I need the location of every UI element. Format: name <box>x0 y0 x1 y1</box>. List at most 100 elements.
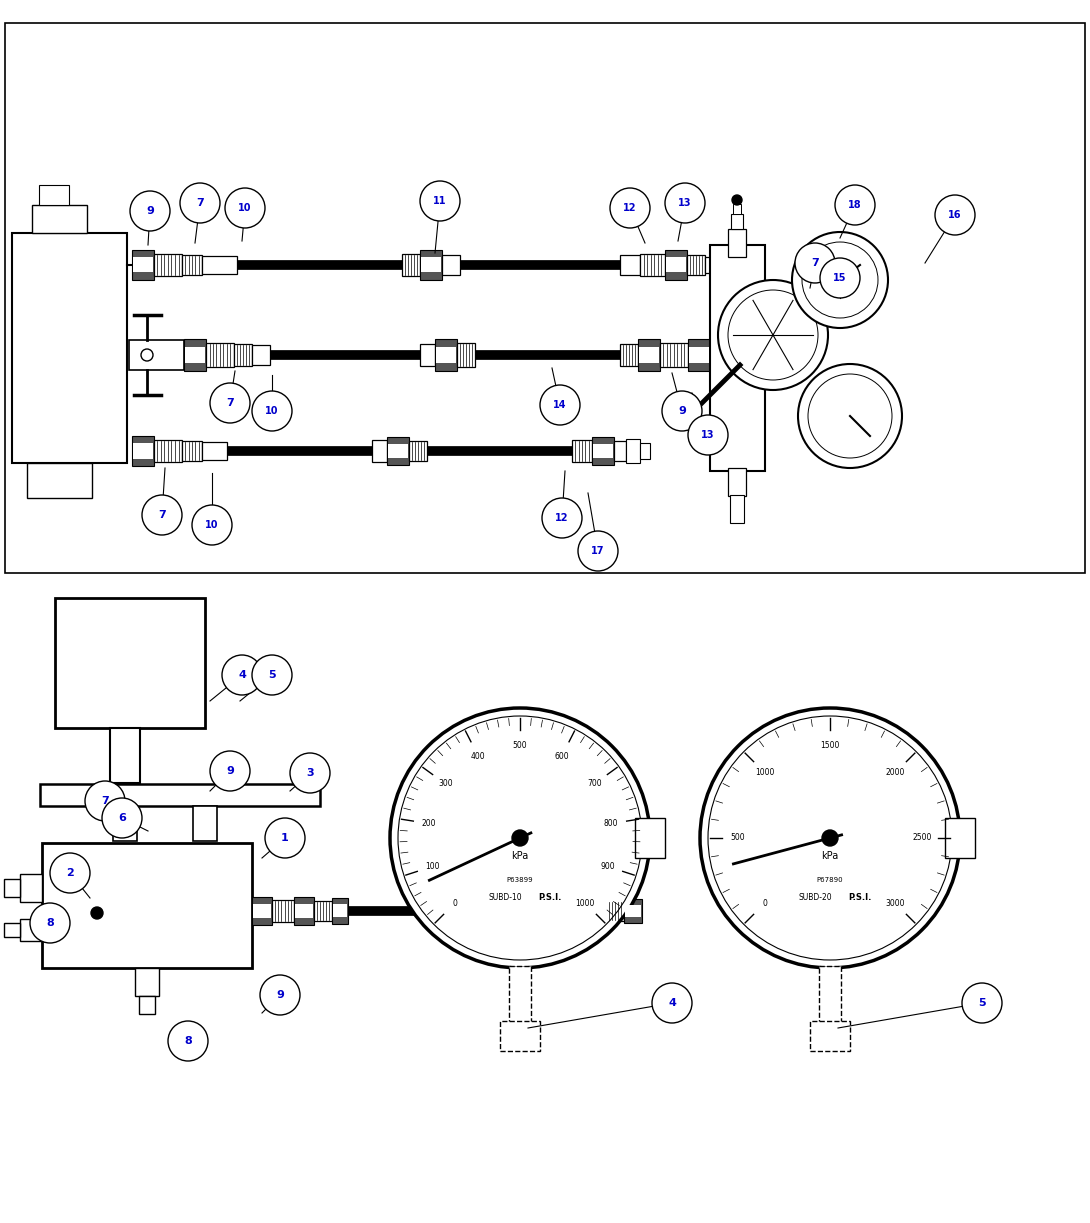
Bar <box>202 442 227 460</box>
Text: 1000: 1000 <box>576 899 595 907</box>
Bar <box>54 598 205 728</box>
Text: kPa: kPa <box>822 851 838 861</box>
Text: 7: 7 <box>811 258 819 268</box>
Bar <box>32 205 87 234</box>
Circle shape <box>420 181 460 221</box>
Bar <box>810 1021 850 1051</box>
Circle shape <box>962 983 1002 1022</box>
Text: 7: 7 <box>226 397 234 408</box>
Bar <box>39 185 69 205</box>
Text: 200: 200 <box>422 819 436 828</box>
Bar <box>4 879 20 898</box>
Bar <box>420 249 443 280</box>
Circle shape <box>610 188 650 227</box>
Bar <box>252 345 270 364</box>
Circle shape <box>225 188 265 227</box>
Bar <box>409 442 427 461</box>
Text: 100: 100 <box>425 862 439 871</box>
Bar <box>500 1021 540 1051</box>
Bar <box>593 444 613 457</box>
Bar <box>638 339 661 371</box>
Bar <box>192 857 218 868</box>
Circle shape <box>718 280 828 390</box>
Bar <box>334 904 347 917</box>
Bar <box>387 437 409 465</box>
Bar <box>665 249 687 280</box>
Circle shape <box>290 753 330 793</box>
Text: 13: 13 <box>701 430 715 440</box>
Text: 600: 600 <box>555 751 569 761</box>
Text: 2000: 2000 <box>885 768 905 778</box>
Text: 2: 2 <box>66 868 74 878</box>
Bar <box>421 258 441 273</box>
Text: 9: 9 <box>276 989 283 1000</box>
Text: 16: 16 <box>948 210 961 220</box>
Text: P63899: P63899 <box>507 877 533 883</box>
Circle shape <box>85 781 125 821</box>
Text: kPa: kPa <box>511 851 529 861</box>
Bar <box>110 728 140 783</box>
Bar <box>666 258 686 273</box>
Bar <box>332 898 348 923</box>
Bar <box>184 339 206 371</box>
Circle shape <box>192 505 232 545</box>
Text: 400: 400 <box>471 751 485 761</box>
Text: 11: 11 <box>433 196 447 205</box>
Text: 8: 8 <box>184 1036 192 1046</box>
Bar <box>43 843 252 967</box>
Circle shape <box>540 385 580 426</box>
Text: 7: 7 <box>196 198 204 208</box>
Bar <box>20 918 43 940</box>
Text: 8: 8 <box>46 918 53 928</box>
Bar <box>234 344 252 366</box>
Text: 1500: 1500 <box>821 741 839 751</box>
Bar <box>193 806 217 841</box>
Bar <box>457 342 475 367</box>
Bar <box>420 344 435 366</box>
Circle shape <box>142 495 182 534</box>
Bar <box>688 339 710 371</box>
Circle shape <box>935 194 974 235</box>
Text: 6: 6 <box>118 813 126 823</box>
Circle shape <box>141 349 153 361</box>
Bar <box>129 340 184 371</box>
Bar <box>111 852 140 874</box>
Bar <box>728 468 746 497</box>
Text: 4: 4 <box>238 670 246 680</box>
Bar <box>591 904 605 917</box>
Bar <box>640 443 650 459</box>
Text: 7: 7 <box>158 510 166 520</box>
Text: 5: 5 <box>978 998 985 1008</box>
Circle shape <box>578 531 618 571</box>
Bar <box>140 996 155 1014</box>
Circle shape <box>398 715 642 960</box>
Text: P67890: P67890 <box>816 877 844 883</box>
Bar <box>710 245 765 471</box>
Bar <box>253 904 271 917</box>
Circle shape <box>688 415 728 455</box>
Bar <box>623 899 642 922</box>
Text: 10: 10 <box>265 406 279 416</box>
Bar <box>689 347 708 363</box>
Text: 14: 14 <box>554 400 567 410</box>
Bar <box>154 254 182 276</box>
Text: SUBD-20: SUBD-20 <box>798 894 832 903</box>
Circle shape <box>180 183 220 223</box>
Circle shape <box>222 656 262 695</box>
Bar <box>252 896 272 925</box>
Bar <box>206 342 234 367</box>
Bar <box>182 256 202 275</box>
Circle shape <box>728 290 818 380</box>
Bar <box>731 214 743 229</box>
Bar <box>819 966 841 1022</box>
Bar <box>620 344 638 366</box>
Text: P.S.I.: P.S.I. <box>538 894 561 903</box>
Text: 18: 18 <box>848 201 862 210</box>
Circle shape <box>542 498 582 538</box>
Bar <box>590 898 606 923</box>
Bar <box>728 229 746 257</box>
Bar <box>135 967 159 996</box>
Bar <box>112 857 138 868</box>
Bar <box>294 896 314 925</box>
Circle shape <box>390 708 650 967</box>
